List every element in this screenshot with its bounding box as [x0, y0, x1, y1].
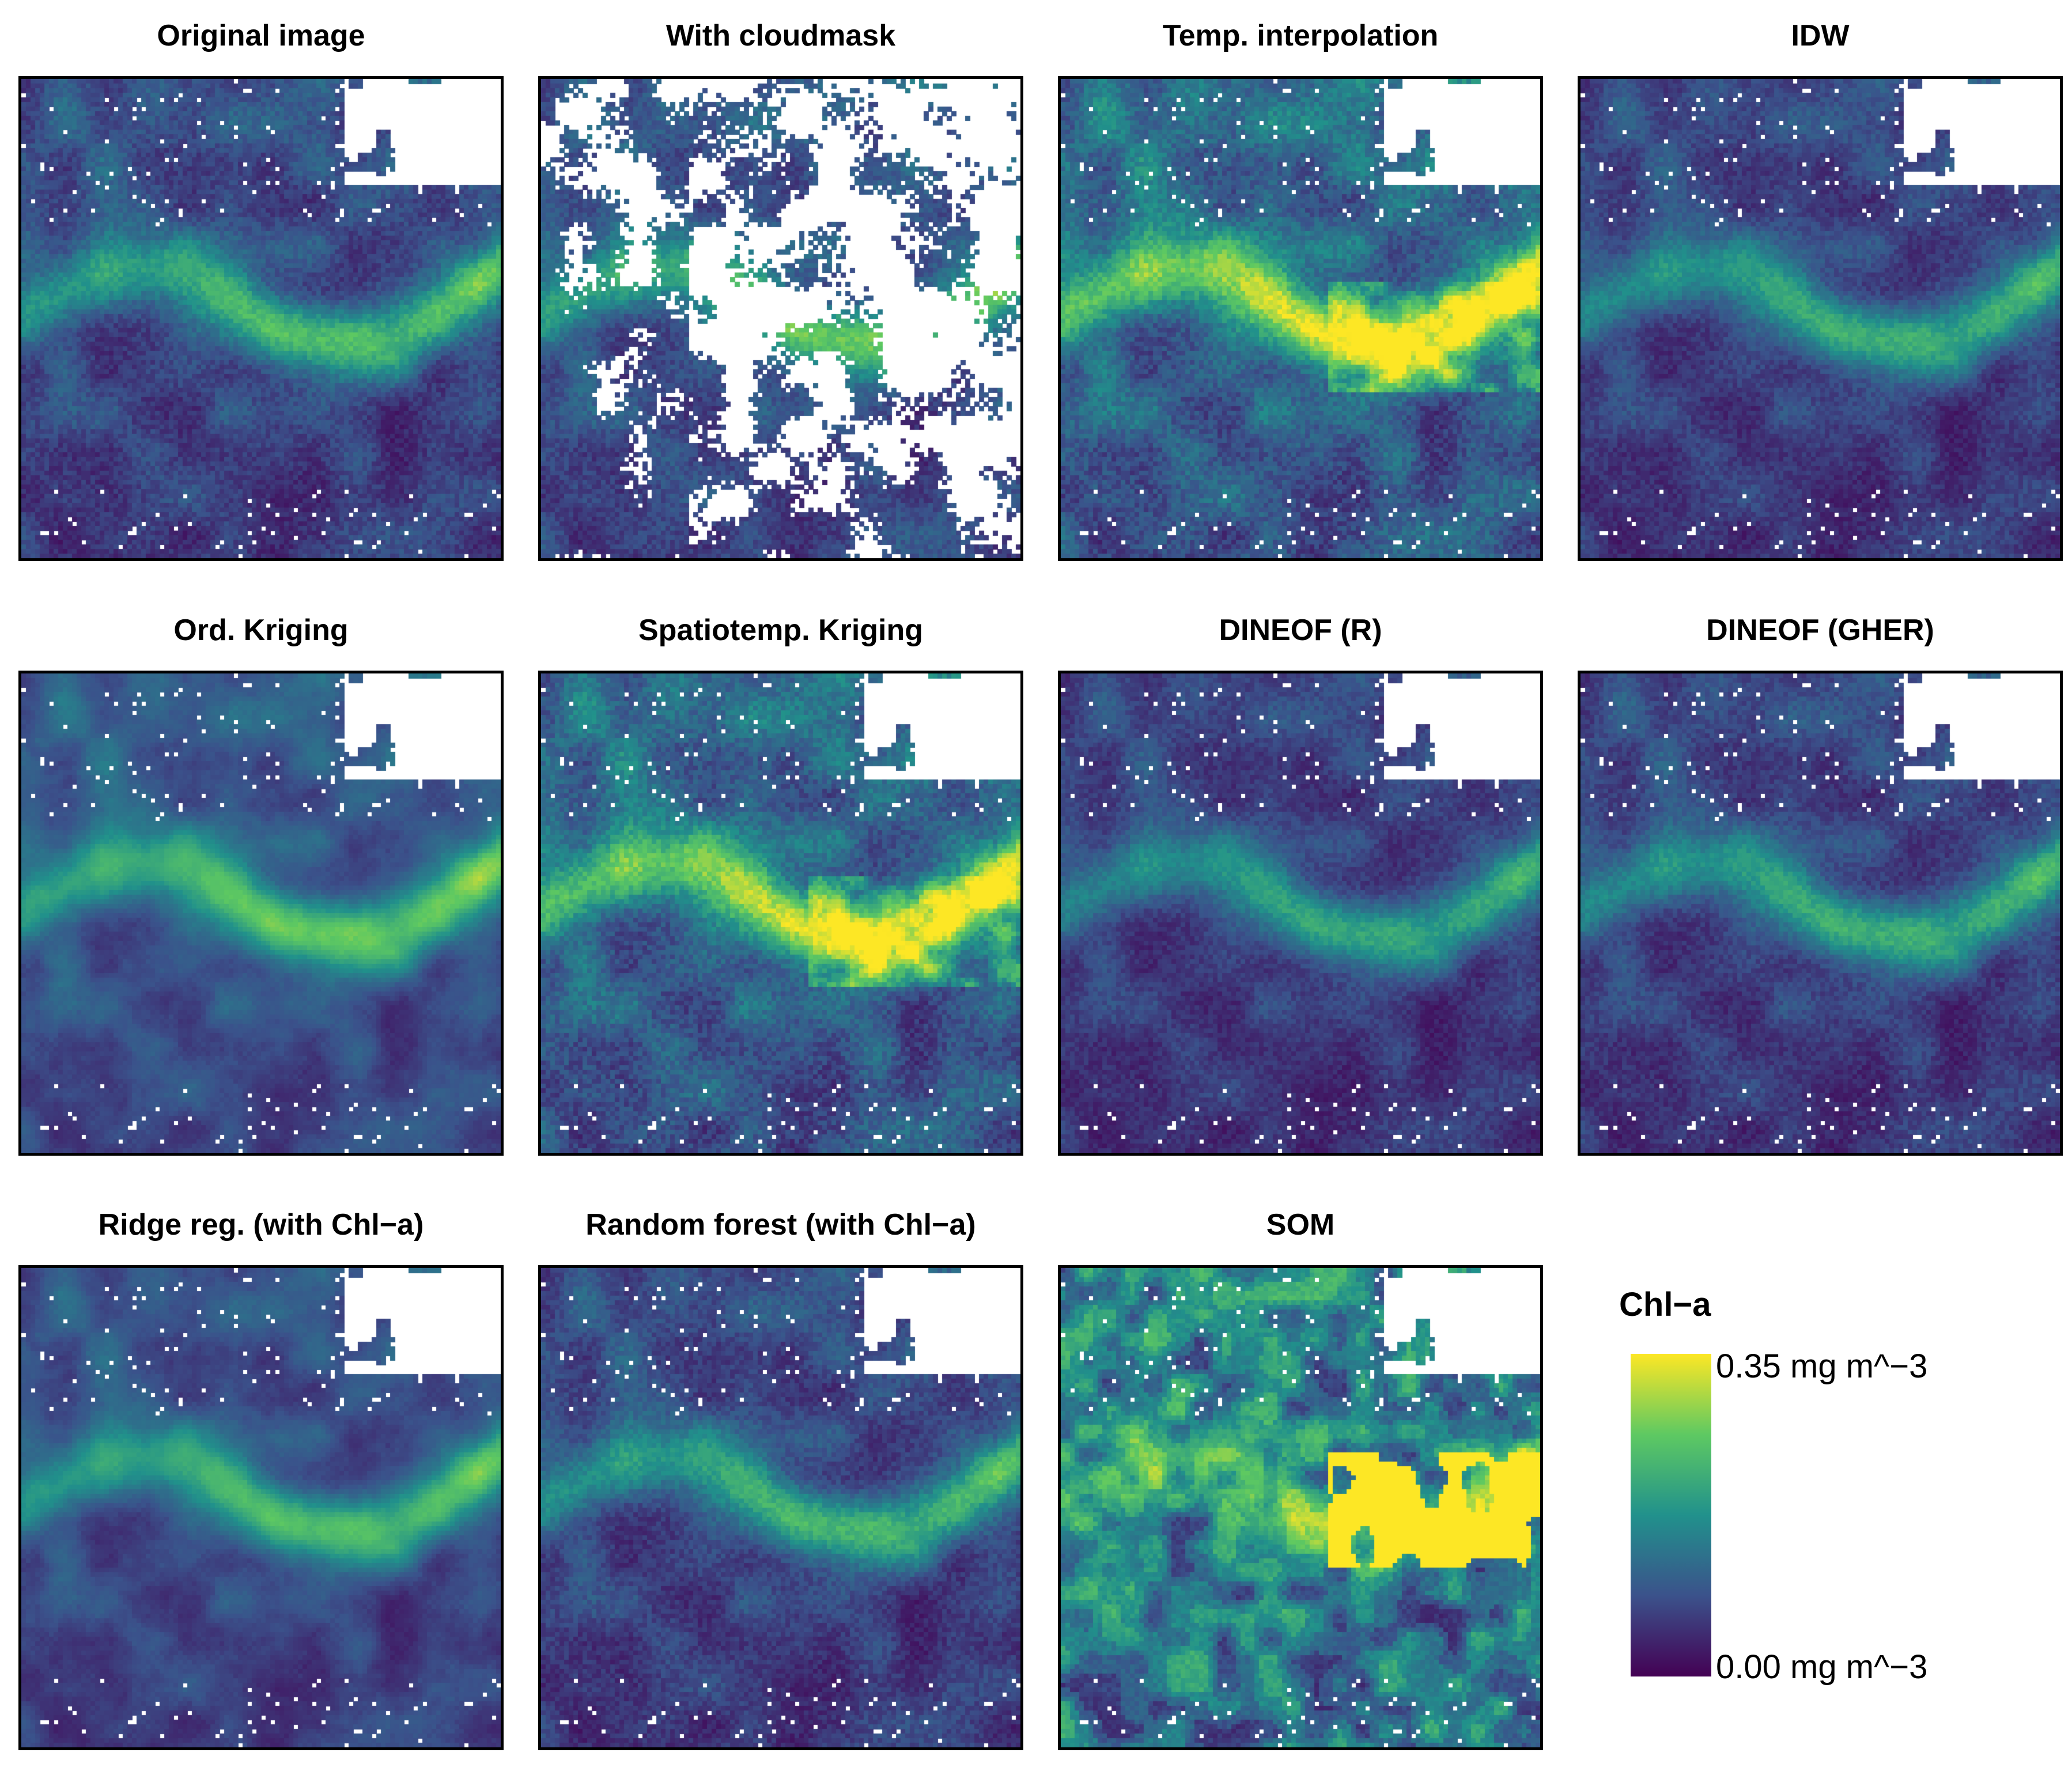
- chl-a-heatmap: [538, 671, 1023, 1156]
- panel-title: Spatiotemp. Kriging: [638, 614, 923, 647]
- heatmap-raster: [21, 673, 501, 1153]
- heatmap-raster: [541, 79, 1020, 558]
- map-panel: Random forest (with Chl−a): [538, 1202, 1023, 1750]
- panel-title: Random forest (with Chl−a): [585, 1208, 976, 1242]
- panel-title: Ord. Kriging: [173, 614, 349, 647]
- chl-a-heatmap: [18, 76, 504, 561]
- map-panel: DINEOF (GHER): [1578, 607, 2063, 1156]
- panel-title: Ridge reg. (with Chl−a): [98, 1208, 424, 1242]
- chl-a-heatmap: [1578, 671, 2063, 1156]
- chl-a-heatmap: [538, 76, 1023, 561]
- map-panel: Original image: [18, 13, 504, 561]
- map-panel: Temp. interpolation: [1058, 13, 1543, 561]
- chl-a-heatmap: [18, 671, 504, 1156]
- heatmap-raster: [1061, 1268, 1540, 1747]
- chl-a-heatmap: [1058, 1265, 1543, 1750]
- chl-a-heatmap: [1058, 76, 1543, 561]
- colorbar-legend: Chl−a 0.35 mg m^−3 0.00 mg m^−3: [1619, 1285, 2022, 1688]
- heatmap-raster: [1061, 673, 1540, 1153]
- heatmap-raster: [1581, 79, 2060, 558]
- map-panel: With cloudmask: [538, 13, 1023, 561]
- panel-title: IDW: [1791, 19, 1850, 52]
- heatmap-raster: [541, 1268, 1020, 1747]
- colorbar-gradient: [1631, 1354, 1711, 1676]
- panel-title: DINEOF (R): [1219, 614, 1382, 647]
- panel-title: DINEOF (GHER): [1706, 614, 1934, 647]
- panel-title: With cloudmask: [666, 19, 896, 52]
- panel-title: Original image: [157, 19, 365, 52]
- map-panel: SOM: [1058, 1202, 1543, 1750]
- map-panel: DINEOF (R): [1058, 607, 1543, 1156]
- colorbar-max-label: 0.35 mg m^−3: [1716, 1348, 1928, 1385]
- chl-a-heatmap: [1058, 671, 1543, 1156]
- colorbar-title: Chl−a: [1619, 1286, 1711, 1323]
- map-panel: Spatiotemp. Kriging: [538, 607, 1023, 1156]
- panel-title: SOM: [1266, 1208, 1335, 1242]
- heatmap-raster: [21, 1268, 501, 1747]
- heatmap-raster: [1061, 79, 1540, 558]
- panel-title: Temp. interpolation: [1162, 19, 1439, 52]
- map-panel: IDW: [1578, 13, 2063, 561]
- chl-a-heatmap: [1578, 76, 2063, 561]
- chl-a-heatmap: [18, 1265, 504, 1750]
- map-panel: Ridge reg. (with Chl−a): [18, 1202, 504, 1750]
- chl-a-heatmap: [538, 1265, 1023, 1750]
- heatmap-raster: [1581, 673, 2060, 1153]
- colorbar-min-label: 0.00 mg m^−3: [1716, 1648, 1928, 1686]
- map-panel: Ord. Kriging: [18, 607, 504, 1156]
- heatmap-raster: [21, 79, 501, 558]
- heatmap-raster: [541, 673, 1020, 1153]
